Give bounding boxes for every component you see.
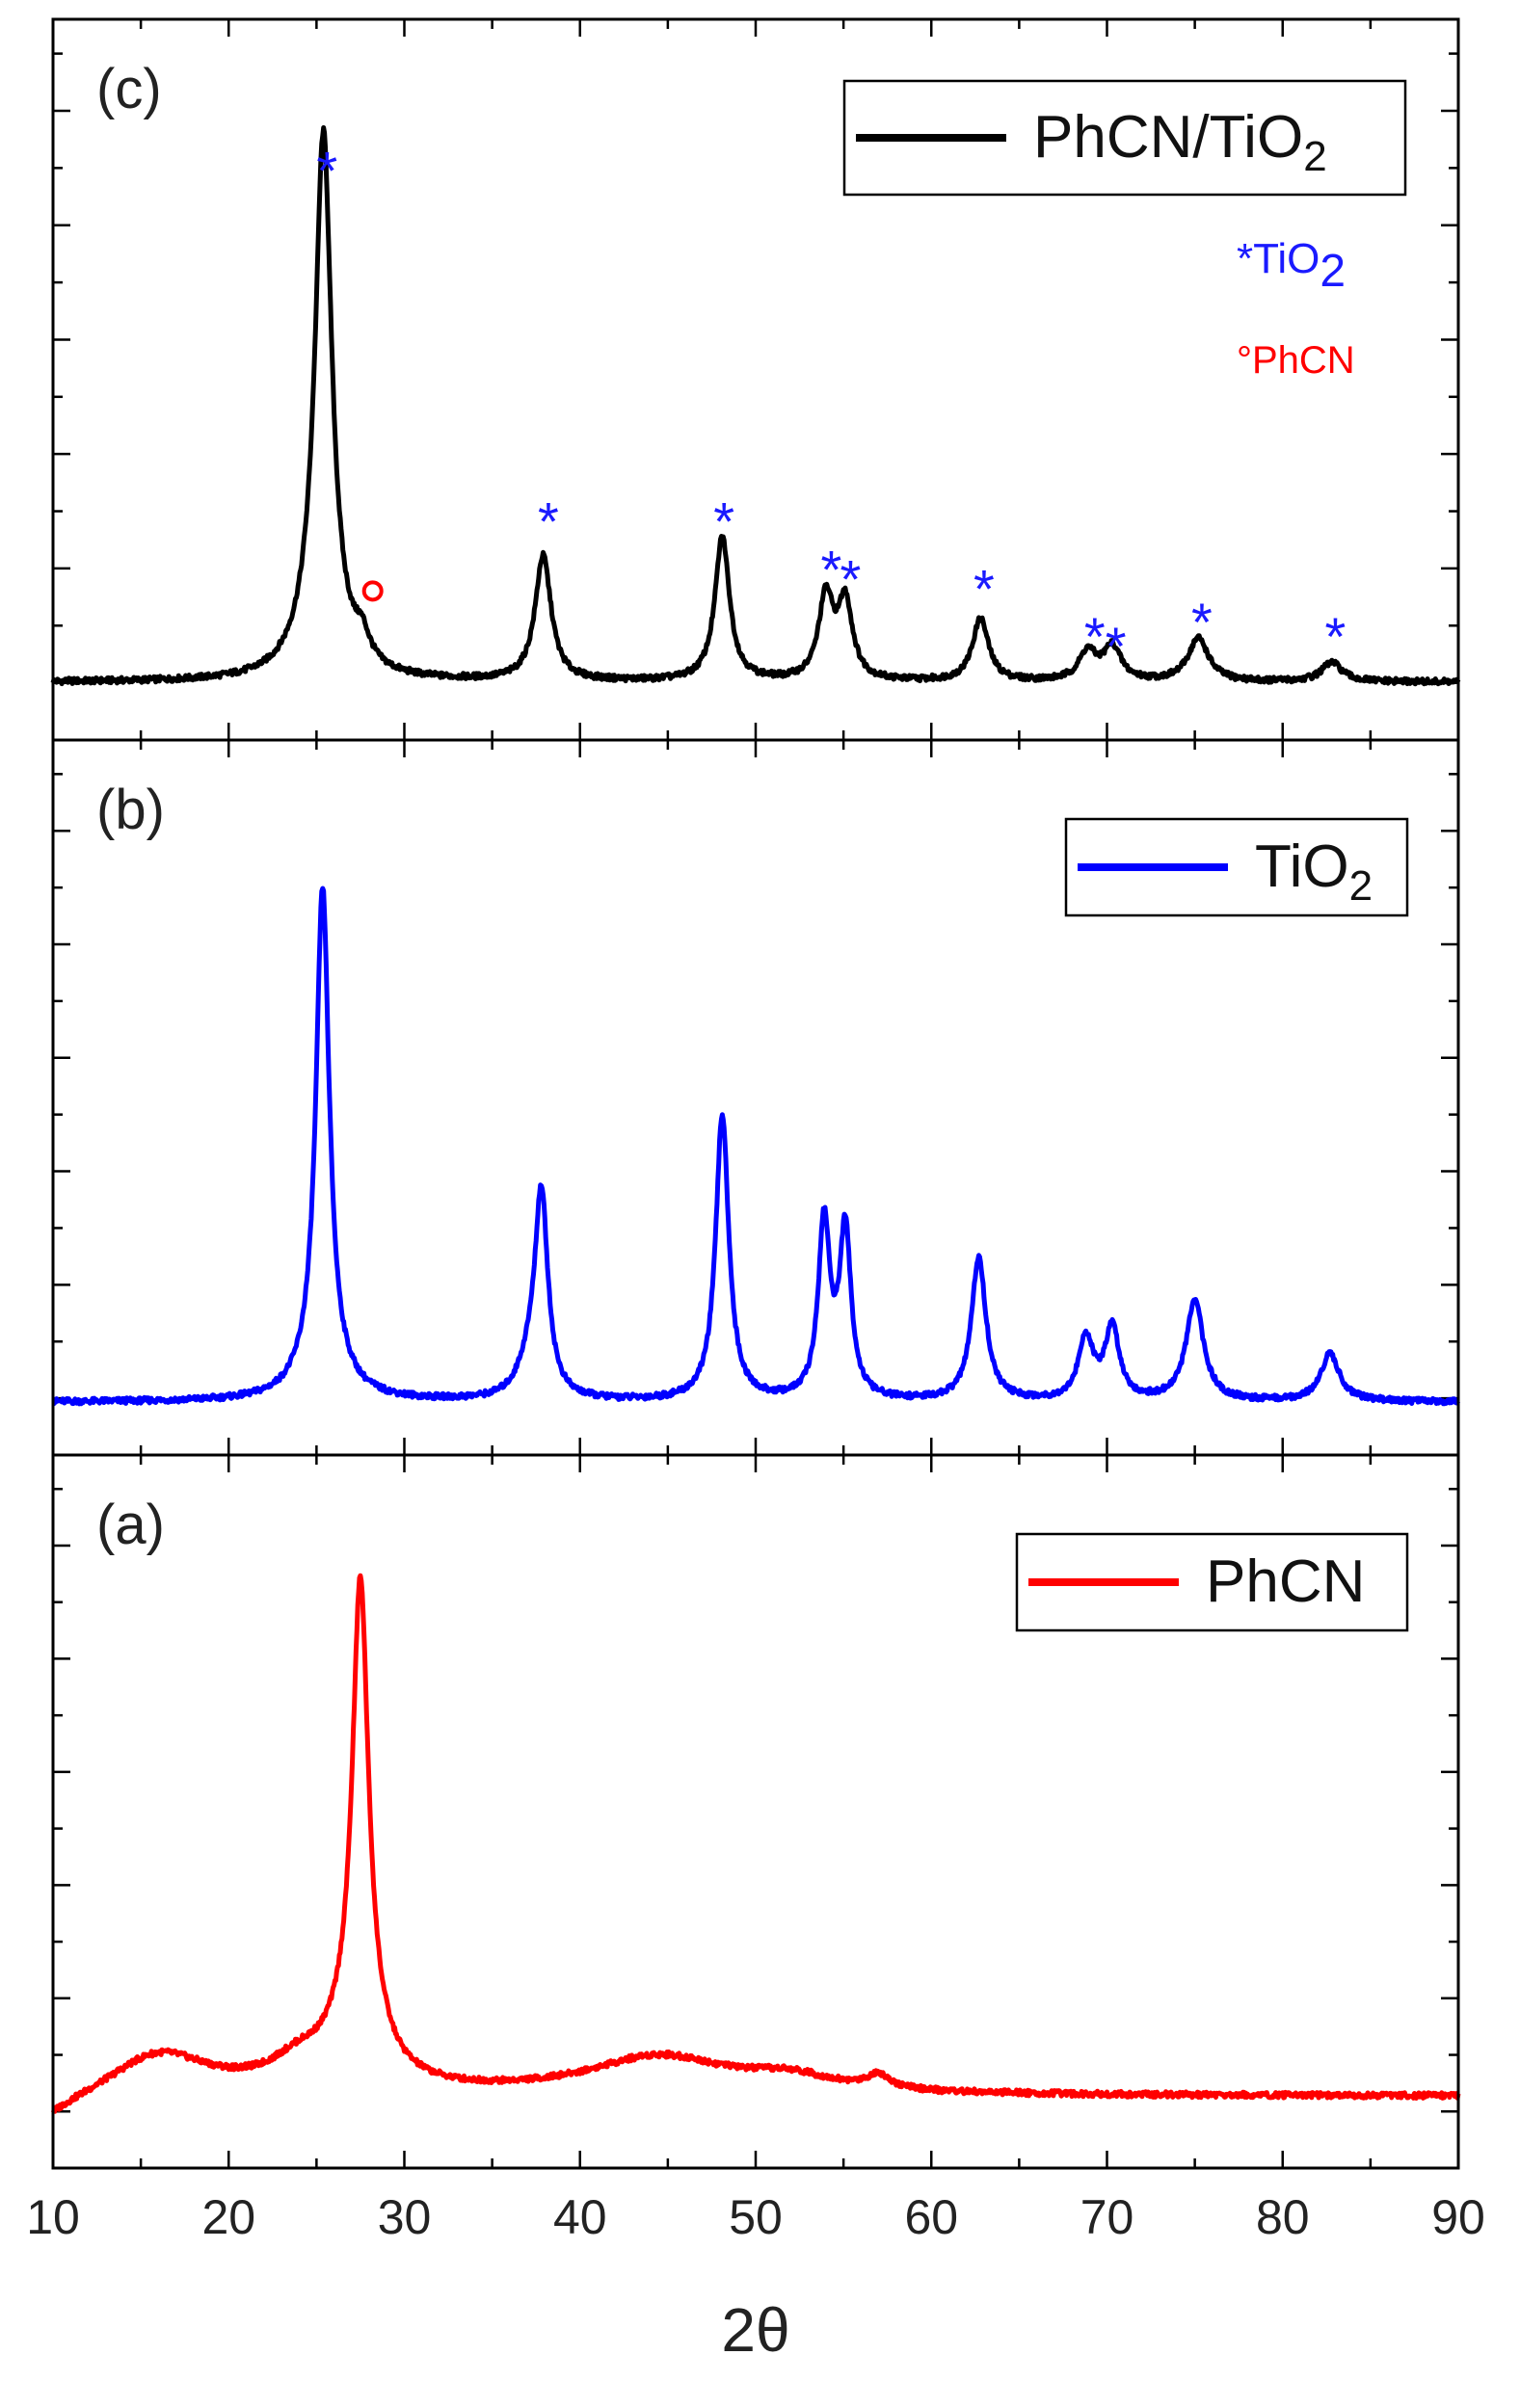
panel-b-label: (b)	[96, 779, 165, 841]
x-tick-label: 50	[729, 2190, 783, 2244]
tio2-peak-marker: *	[973, 558, 995, 619]
panel-b-legend: TiO2	[1064, 817, 1409, 917]
panel-a: (a) PhCN	[50, 1453, 1461, 2170]
panel-c-annotations: *TiO2 °PhCN	[1237, 235, 1355, 382]
x-tick-label: 80	[1256, 2190, 1310, 2244]
panel-c-legend-main: PhCN/TiO	[1033, 104, 1303, 171]
tio2-peak-marker: *	[1325, 606, 1347, 667]
annotation-tio2-subscript: 2	[1320, 246, 1346, 297]
tio2-peak-marker: *	[1191, 592, 1213, 652]
tio2-peak-marker: *	[316, 141, 337, 201]
x-tick-label: 60	[904, 2190, 958, 2244]
panel-c-label: (c)	[96, 58, 162, 120]
phcn-peak-marker	[361, 580, 384, 602]
panel-a-frame	[51, 1453, 1460, 2170]
panel-a-legend-main: PhCN	[1206, 1548, 1365, 1615]
tio2-peak-marker: *	[1106, 616, 1127, 676]
panel-c-legend-text: PhCN/TiO2	[1033, 104, 1327, 180]
annotation-tio2-main: *TiO	[1237, 235, 1320, 282]
tio2-peak-marker: *	[713, 491, 734, 552]
panel-c: ** *** ** * * * (c) PhCN/TiO2 *TiO2 °PhCN	[50, 17, 1461, 742]
panel-a-label: (a)	[96, 1494, 165, 1556]
panel-c-legend: PhCN/TiO2	[842, 79, 1407, 197]
panel-c-legend-subscript: 2	[1303, 133, 1326, 180]
panel-a-curve	[50, 1573, 1461, 2114]
x-tick-labels: 10 20 30 40 50 60 70 80 90	[26, 2190, 1485, 2244]
x-tick-label: 70	[1080, 2190, 1134, 2244]
panel-b-legend-main: TiO	[1255, 834, 1349, 900]
tio2-peak-marker: *	[820, 539, 841, 599]
tio2-peak-marker: *	[1084, 606, 1106, 667]
x-tick-label: 10	[26, 2190, 80, 2244]
panel-c-curve	[50, 125, 1461, 687]
panel-b-legend-subscript: 2	[1349, 862, 1373, 910]
panel-a-legend-text: PhCN	[1206, 1548, 1365, 1615]
x-tick-label: 30	[378, 2190, 432, 2244]
x-tick-label: 90	[1431, 2190, 1485, 2244]
annotation-tio2: *TiO2	[1237, 235, 1346, 297]
tio2-peak-marker: *	[840, 548, 862, 609]
x-axis-title: 2θ	[721, 2295, 789, 2365]
panel-b: (b) TiO2	[51, 738, 1460, 1457]
panel-c-markers: ** *** ** * * *	[316, 141, 1346, 676]
tio2-peak-marker: *	[538, 491, 559, 552]
panel-b-curve	[51, 886, 1460, 1407]
panel-a-legend: PhCN	[1015, 1532, 1409, 1632]
x-tick-label: 40	[553, 2190, 607, 2244]
panel-b-legend-text: TiO2	[1255, 834, 1373, 910]
annotation-phcn: °PhCN	[1237, 339, 1355, 382]
x-tick-label: 20	[201, 2190, 255, 2244]
